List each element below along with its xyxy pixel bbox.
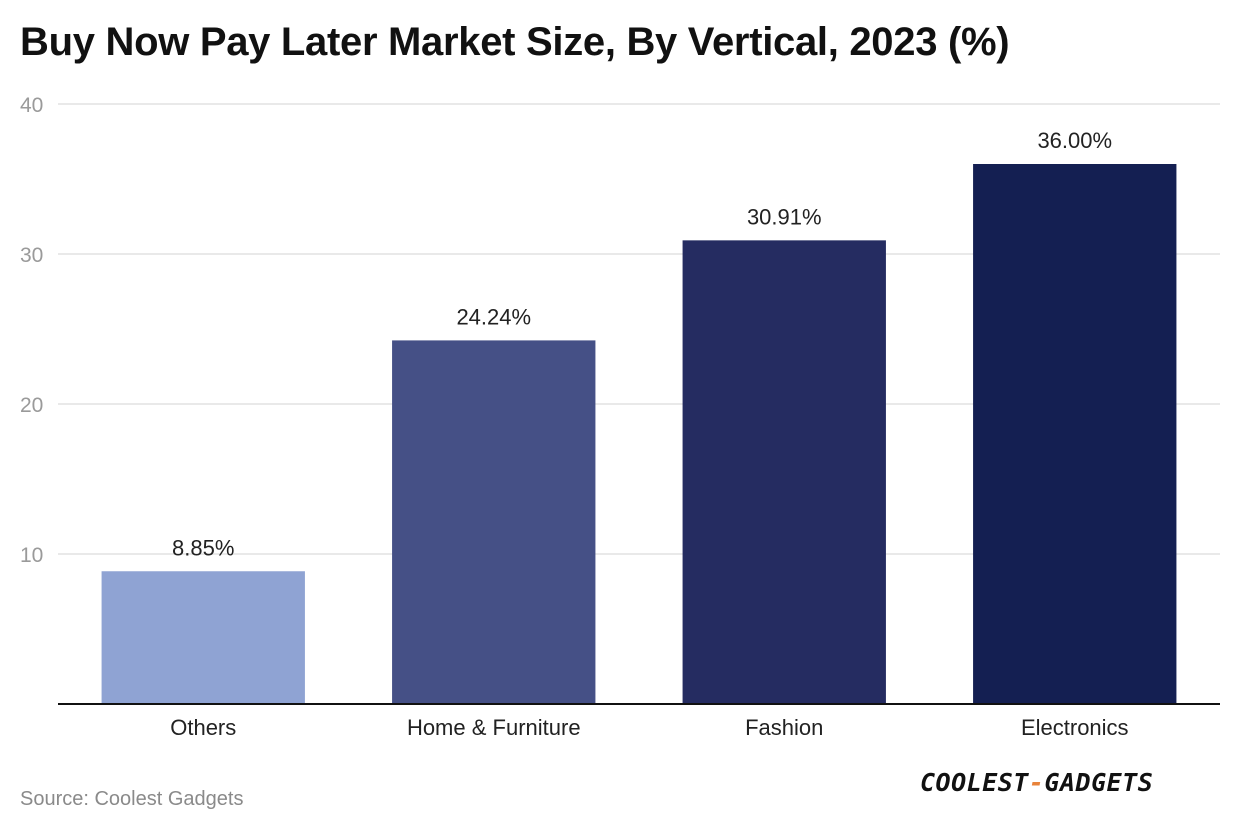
bar (392, 340, 596, 704)
bar (973, 164, 1177, 704)
bar (101, 571, 305, 704)
y-tick-label: 10 (20, 544, 43, 567)
x-tick-label: Fashion (745, 715, 823, 740)
brand-logo-right: GADGETS (1044, 768, 1154, 797)
source-note: Source: Coolest Gadgets (20, 788, 244, 810)
y-tick-label: 30 (20, 244, 43, 267)
x-tick-label: Home & Furniture (407, 715, 581, 740)
data-label: 24.24% (456, 304, 531, 329)
brand-logo-dash: - (1028, 768, 1045, 797)
bar (682, 240, 886, 704)
value-labels: 8.85% 24.24% 30.91% 36.00% (172, 128, 1112, 560)
brand-logo: COOLEST-GADGETS (920, 768, 1153, 797)
data-label: 36.00% (1037, 128, 1112, 153)
data-label: 8.85% (172, 535, 234, 560)
bars (101, 164, 1177, 704)
y-tick-label: 20 (20, 394, 43, 417)
y-tick-label: 40 (20, 94, 43, 117)
grid-lines: 10 20 30 40 (20, 94, 1220, 567)
chart-title: Buy Now Pay Later Market Size, By Vertic… (20, 20, 1010, 64)
x-tick-label: Others (170, 715, 236, 740)
x-axis: Others Home & Furniture Fashion Electronics (58, 703, 1220, 740)
brand-logo-left: COOLEST (920, 768, 1029, 797)
x-tick-label: Electronics (1021, 715, 1129, 740)
data-label: 30.91% (747, 204, 822, 229)
